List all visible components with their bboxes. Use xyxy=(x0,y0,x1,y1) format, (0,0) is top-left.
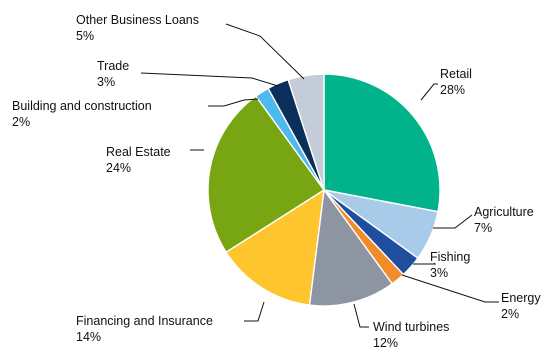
slice-category-label: Wind turbines xyxy=(373,320,449,334)
slice-label-wind-turbines: Wind turbines 12% xyxy=(373,320,449,350)
leader-line-energy xyxy=(401,274,499,303)
leader-lines xyxy=(140,23,499,328)
pie-slice-financing-and-insurance xyxy=(225,188,325,306)
slice-value-label: 3% xyxy=(430,266,448,280)
slice-value-label: 2% xyxy=(501,307,519,321)
leader-line-wind-turbines xyxy=(353,303,369,328)
leader-line-fishing xyxy=(413,262,437,265)
leader-line-other-business-loans xyxy=(225,23,305,80)
slice-value-label: 28% xyxy=(440,83,465,97)
slice-value-label: 5% xyxy=(76,29,94,43)
pie-slice-other-business-loans xyxy=(287,73,325,191)
leader-line-financing-and-insurance xyxy=(244,301,265,322)
slice-value-label: 3% xyxy=(97,75,115,89)
pie-slices xyxy=(207,73,441,307)
leader-line-agriculture xyxy=(433,214,473,229)
slice-value-label: 24% xyxy=(106,161,131,175)
slice-value-label: 12% xyxy=(373,336,398,350)
slice-label-financing-and-insurance: Financing and Insurance 14% xyxy=(76,314,213,344)
slice-label-other-business-loans: Other Business Loans 5% xyxy=(76,13,199,43)
slice-category-label: Trade xyxy=(97,59,129,73)
slice-category-label: Agriculture xyxy=(474,205,534,219)
slice-label-building-and-construction: Building and construction 2% xyxy=(12,99,152,129)
slice-label-fishing: Fishing 3% xyxy=(430,250,470,280)
slice-value-label: 2% xyxy=(12,115,30,129)
pie-slice-wind-turbines xyxy=(308,188,394,307)
slice-label-trade: Trade 3% xyxy=(97,59,129,89)
slice-category-label: Other Business Loans xyxy=(76,13,199,27)
pie-slice-real-estate xyxy=(207,95,326,254)
pie-slice-retail xyxy=(323,73,441,213)
leader-line-trade xyxy=(140,72,279,87)
slice-category-label: Financing and Insurance xyxy=(76,314,213,328)
leader-line-building-and-construction xyxy=(208,98,259,107)
slice-category-label: Real Estate xyxy=(106,145,171,159)
slice-label-energy: Energy 2% xyxy=(501,291,541,321)
slice-category-label: Fishing xyxy=(430,250,470,264)
slice-category-label: Energy xyxy=(501,291,541,305)
slice-category-label: Building and construction xyxy=(12,99,152,113)
slice-label-retail: Retail 28% xyxy=(440,67,472,97)
slice-label-real-estate: Real Estate 24% xyxy=(106,145,171,175)
slice-value-label: 7% xyxy=(474,221,492,235)
slice-labels: Retail 28% Agriculture 7% Fishing 3% Energy 2% W… xyxy=(12,13,541,350)
slice-value-label: 14% xyxy=(76,330,101,344)
slice-label-agriculture: Agriculture 7% xyxy=(474,205,534,235)
slice-category-label: Retail xyxy=(440,67,472,81)
leader-line-retail xyxy=(420,83,438,101)
